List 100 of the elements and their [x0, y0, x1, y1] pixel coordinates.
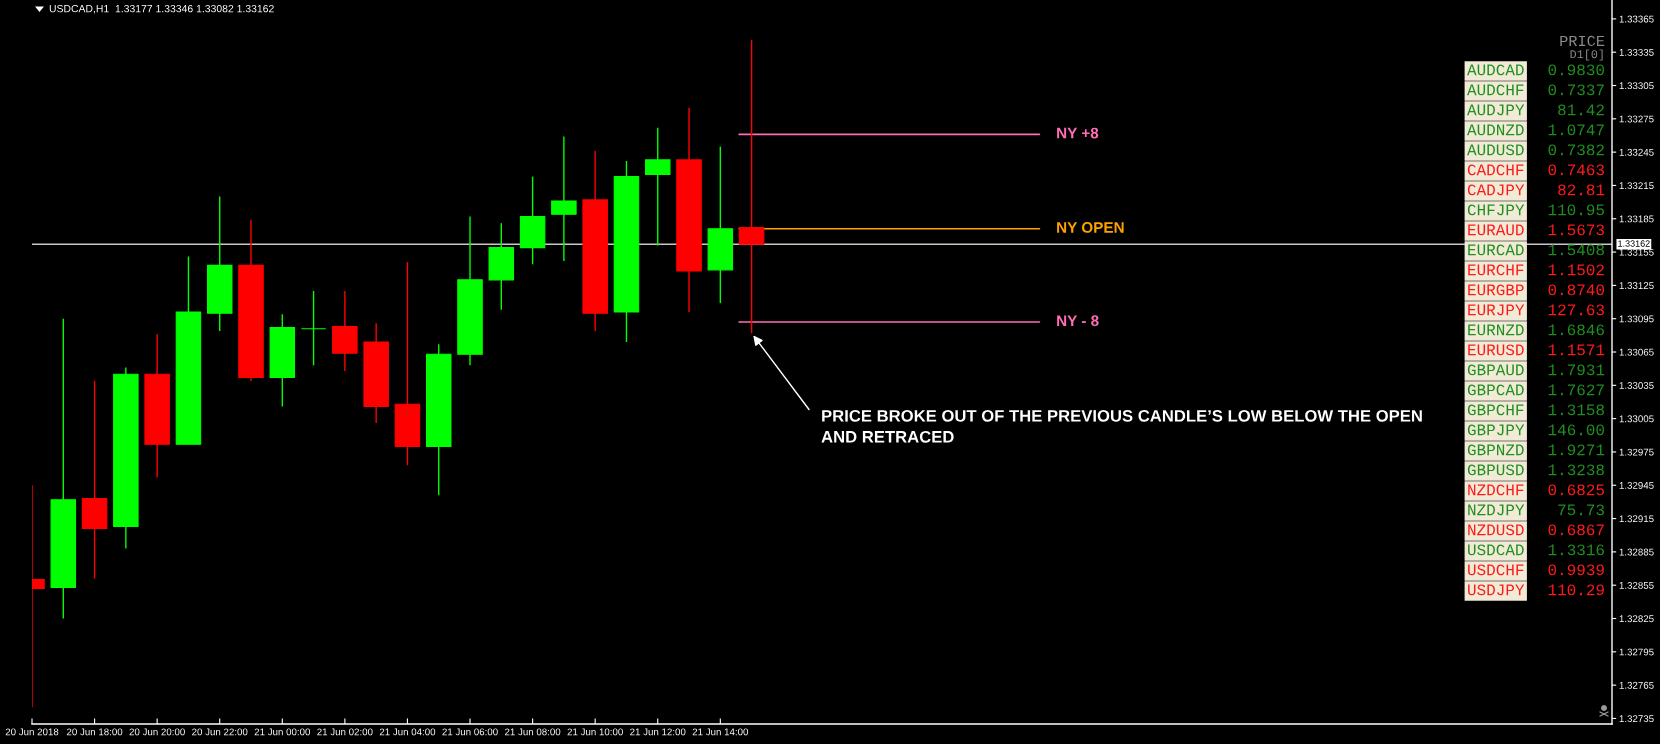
series-label: NY +8: [1057, 127, 1099, 139]
text: 1.0747: [1548, 124, 1604, 136]
category-label: AUDCAD: [1467, 64, 1524, 76]
category-label: EURCAD: [1468, 244, 1524, 256]
y-tick-label: 1.33215: [1619, 182, 1654, 190]
text: 1.3316: [1548, 544, 1604, 556]
y-tick-label: 1.33305: [1619, 82, 1654, 90]
y-tick-label: 1.32885: [1619, 548, 1654, 556]
y-tick-label: 1.33035: [1619, 382, 1654, 389]
text: 0.7337: [1548, 84, 1604, 96]
category-label: NZDJPY: [1468, 504, 1525, 516]
y-tick-label: 1.33125: [1619, 282, 1654, 289]
text: D1[0]: [1570, 49, 1603, 61]
y-tick-label: 1.32915: [1619, 515, 1654, 523]
category-label: EURAUD: [1468, 224, 1524, 236]
category-label: CADCHF: [1467, 164, 1524, 176]
x-tick-label: 20 Jun 20:00: [129, 728, 185, 736]
chart-title: USDCAD,H1 1.33177 1.33346 1.33082 1.33162: [49, 4, 274, 14]
x-tick-label: 21 Jun 04:00: [379, 728, 436, 736]
text: 1.1571: [1548, 344, 1605, 356]
y-tick-label: 1.33275: [1619, 115, 1654, 123]
category-label: NZDCHF: [1468, 484, 1524, 496]
text: 1.7627: [1548, 384, 1604, 396]
category-label: GBPCAD: [1467, 384, 1524, 396]
category-label: EURCHF: [1468, 264, 1524, 276]
y-tick-label: 1.33185: [1619, 215, 1654, 223]
candlestick: [300, 290, 327, 367]
category-label: EURGBP: [1468, 284, 1524, 296]
category-label: GBPJPY: [1467, 424, 1525, 436]
y-tick-label: 1.33365: [1619, 15, 1654, 23]
x-tick-label: 21 Jun 00:00: [254, 728, 311, 736]
text: 75.73: [1558, 504, 1604, 516]
text: 146.00: [1548, 424, 1605, 436]
x-tick-label: 21 Jun 14:00: [692, 728, 749, 736]
text: 1.3238: [1548, 464, 1604, 476]
category-label: GBPNZD: [1467, 444, 1524, 456]
candlestick: [551, 135, 577, 262]
text: 0.6867: [1548, 524, 1604, 536]
text: 1.5408: [1548, 244, 1604, 256]
x-tick-label: 21 Jun 10:00: [567, 728, 623, 736]
y-tick-label: 1.33245: [1619, 148, 1654, 156]
text: PRICE: [1560, 35, 1605, 47]
x-tick-label: 20 Jun 18:00: [66, 728, 123, 736]
text: 110.95: [1548, 204, 1604, 216]
series-label: NY - 8: [1057, 315, 1099, 327]
x-tick-label: 21 Jun 08:00: [504, 728, 561, 736]
y-tick-label: 1.33065: [1619, 348, 1654, 356]
x-tick-label: 21 Jun 02:00: [317, 728, 373, 736]
y-tick-label: 1.32855: [1619, 581, 1654, 589]
text: 0.6825: [1548, 484, 1604, 496]
x-tick-label: 20 Jun 22:00: [192, 728, 248, 736]
text: 1.3158: [1548, 404, 1604, 416]
text: 0.8740: [1548, 284, 1605, 296]
y-tick-label: 1.33005: [1619, 415, 1654, 423]
text: 110.29: [1548, 584, 1604, 596]
text: 0.7382: [1548, 144, 1604, 156]
y-tick-label: 1.33335: [1619, 48, 1654, 56]
text: 81.42: [1558, 104, 1604, 116]
text: 1.7931: [1548, 364, 1605, 376]
annotation: PRICE BROKE OUT OF THE PREVIOUS CANDLE’S LOW BELOW THE OPEN AND RETRACED: [821, 409, 1422, 443]
text: 0.9830: [1548, 64, 1605, 76]
series-label: NY OPEN: [1057, 222, 1124, 233]
y-tick-label: 1.32825: [1619, 615, 1654, 623]
candlestick: [644, 127, 671, 247]
text: 127.63: [1548, 304, 1604, 316]
category-label: EURNZD: [1468, 324, 1524, 336]
category-label: AUDUSD: [1467, 144, 1524, 156]
y-tick-label: 1.33095: [1619, 315, 1654, 323]
category-label: AUDJPY: [1467, 104, 1525, 116]
category-label: CADJPY: [1467, 184, 1525, 196]
x-tick-label: 21 Jun 06:00: [442, 728, 498, 736]
text: 0.7463: [1548, 164, 1604, 176]
y-tick-label: 1.32765: [1619, 681, 1654, 689]
y-tick-label: 1.32975: [1619, 448, 1654, 456]
category-label: GBPAUD: [1467, 364, 1524, 376]
ref-line-label: 1.33162: [1618, 240, 1650, 247]
text: 1.9271: [1548, 444, 1605, 456]
category-label: AUDCHF: [1467, 84, 1524, 96]
category-label: USDJPY: [1468, 584, 1525, 596]
text: 1.1502: [1548, 264, 1604, 276]
category-label: GBPCHF: [1467, 404, 1524, 416]
x-tick-label: 20 Jun 2018: [5, 728, 59, 736]
text: 0.9939: [1548, 564, 1604, 576]
category-label: CHFJPY: [1467, 204, 1525, 216]
text: 1.6846: [1548, 324, 1604, 336]
y-tick-label: 1.32735: [1619, 715, 1654, 723]
y-tick-label: 1.33155: [1619, 248, 1654, 256]
y-tick-label: 1.32945: [1619, 481, 1654, 489]
y-tick-label: 1.32795: [1619, 648, 1654, 656]
text: 82.81: [1558, 184, 1605, 196]
category-label: EURJPY: [1468, 304, 1525, 316]
category-label: GBPUSD: [1467, 464, 1524, 476]
category-label: NZDUSD: [1468, 524, 1524, 536]
category-label: AUDNZD: [1467, 124, 1524, 136]
category-label: USDCHF: [1468, 564, 1524, 576]
x-tick-label: 21 Jun 12:00: [630, 728, 686, 736]
category-label: USDCAD: [1468, 544, 1524, 556]
text: 1.5673: [1548, 224, 1604, 236]
category-label: EURUSD: [1468, 344, 1524, 356]
candlestick: [738, 39, 765, 334]
